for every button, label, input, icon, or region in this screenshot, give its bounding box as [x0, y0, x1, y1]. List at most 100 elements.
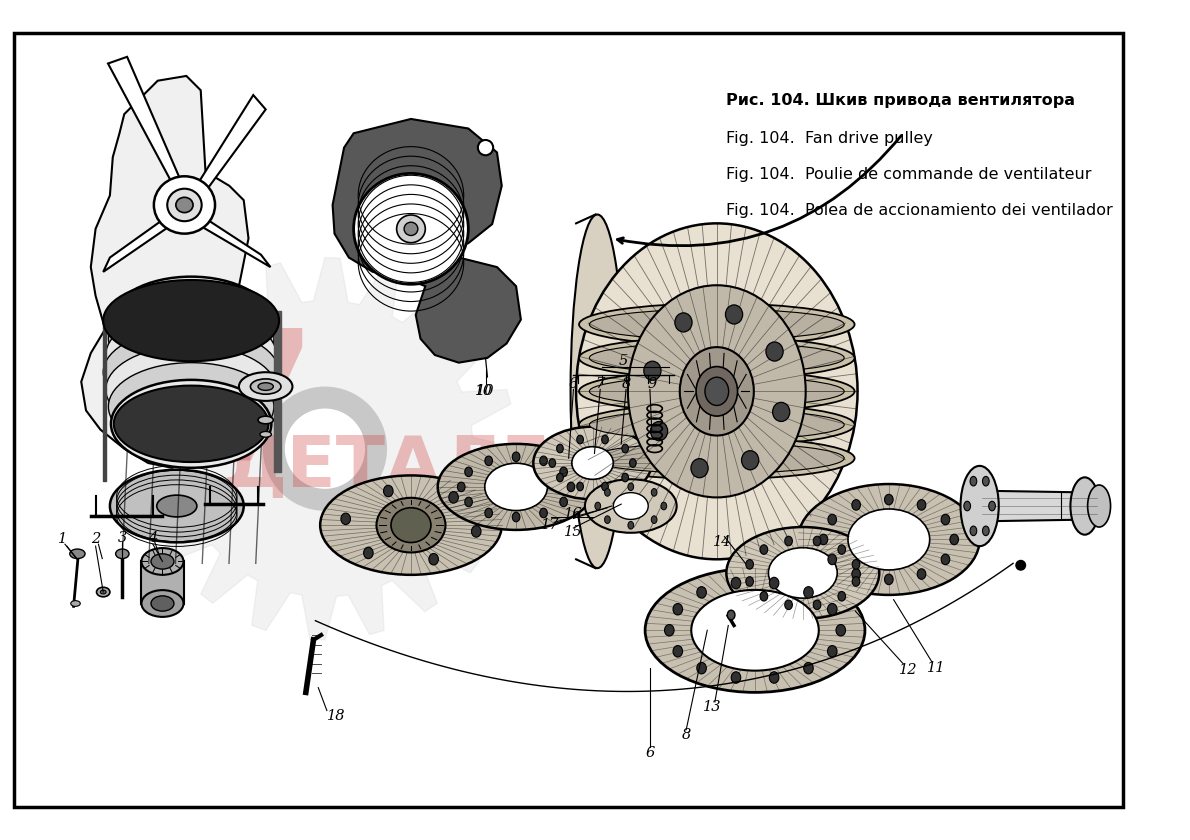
Ellipse shape [766, 342, 783, 361]
Ellipse shape [111, 276, 271, 365]
Text: Fig. 104.  Polea de accionamiento dei ventilador: Fig. 104. Polea de accionamiento dei ven… [726, 203, 1113, 218]
Ellipse shape [746, 577, 753, 586]
Ellipse shape [828, 514, 837, 525]
Ellipse shape [512, 452, 520, 461]
Ellipse shape [577, 435, 583, 444]
Ellipse shape [595, 502, 601, 510]
Text: 9: 9 [647, 376, 657, 391]
Ellipse shape [428, 554, 438, 565]
Ellipse shape [784, 600, 793, 610]
Polygon shape [133, 258, 516, 640]
Ellipse shape [104, 280, 280, 361]
Ellipse shape [726, 305, 743, 324]
Ellipse shape [644, 361, 660, 381]
Circle shape [284, 408, 365, 489]
Ellipse shape [1088, 485, 1110, 527]
Ellipse shape [70, 549, 84, 559]
Ellipse shape [353, 173, 469, 284]
Ellipse shape [570, 214, 624, 568]
Ellipse shape [376, 498, 445, 553]
Ellipse shape [589, 376, 844, 407]
Ellipse shape [151, 554, 174, 569]
Ellipse shape [109, 470, 244, 543]
Ellipse shape [696, 366, 738, 416]
Ellipse shape [760, 545, 768, 554]
Ellipse shape [803, 586, 813, 598]
Ellipse shape [549, 459, 556, 467]
Polygon shape [189, 210, 270, 267]
Ellipse shape [70, 601, 80, 606]
Ellipse shape [580, 437, 854, 480]
Ellipse shape [572, 447, 613, 480]
Ellipse shape [960, 466, 998, 546]
Ellipse shape [964, 501, 971, 511]
Ellipse shape [465, 497, 472, 507]
Ellipse shape [557, 444, 563, 453]
Ellipse shape [589, 443, 844, 474]
Ellipse shape [576, 223, 858, 559]
Ellipse shape [471, 526, 481, 537]
Text: 11: 11 [927, 661, 946, 675]
Ellipse shape [405, 223, 418, 235]
Text: 3: 3 [118, 531, 127, 544]
Polygon shape [81, 76, 268, 468]
Ellipse shape [108, 294, 274, 381]
Ellipse shape [731, 577, 740, 589]
Ellipse shape [983, 526, 989, 536]
Ellipse shape [848, 509, 929, 570]
Ellipse shape [589, 343, 844, 373]
Ellipse shape [679, 347, 753, 435]
Ellipse shape [884, 494, 894, 505]
Ellipse shape [589, 309, 844, 339]
Ellipse shape [106, 311, 276, 399]
Text: 8: 8 [621, 376, 631, 391]
Polygon shape [332, 119, 521, 363]
Ellipse shape [154, 176, 215, 234]
Ellipse shape [674, 646, 683, 657]
Ellipse shape [580, 337, 854, 379]
Ellipse shape [168, 189, 201, 221]
Ellipse shape [438, 444, 595, 530]
Ellipse shape [628, 483, 633, 491]
Ellipse shape [837, 624, 846, 636]
Ellipse shape [983, 476, 989, 486]
Text: 14: 14 [713, 535, 732, 549]
Polygon shape [230, 296, 263, 367]
Text: Fig. 104.  Poulie de commande de ventilateur: Fig. 104. Poulie de commande de ventilat… [726, 166, 1092, 181]
Ellipse shape [589, 409, 844, 440]
Ellipse shape [114, 386, 269, 462]
Ellipse shape [364, 547, 374, 559]
Ellipse shape [250, 379, 281, 394]
Ellipse shape [580, 303, 854, 345]
Ellipse shape [559, 467, 568, 476]
Ellipse shape [557, 473, 563, 482]
Ellipse shape [970, 526, 977, 536]
Ellipse shape [660, 502, 666, 510]
Ellipse shape [697, 663, 707, 674]
Ellipse shape [106, 345, 276, 433]
Ellipse shape [585, 480, 677, 533]
Ellipse shape [675, 312, 693, 332]
Ellipse shape [157, 495, 196, 517]
Ellipse shape [884, 574, 894, 585]
Ellipse shape [772, 402, 790, 422]
Ellipse shape [100, 591, 106, 594]
Ellipse shape [258, 416, 274, 424]
Ellipse shape [813, 536, 821, 546]
Ellipse shape [970, 476, 977, 486]
Text: 7: 7 [595, 376, 605, 391]
Polygon shape [142, 561, 183, 603]
Polygon shape [983, 491, 1100, 522]
Ellipse shape [108, 363, 274, 450]
Text: 6: 6 [569, 376, 578, 391]
Ellipse shape [727, 610, 735, 620]
Ellipse shape [96, 587, 109, 596]
Ellipse shape [1071, 477, 1100, 535]
Text: 13: 13 [703, 700, 721, 714]
Text: 8: 8 [682, 728, 691, 743]
Ellipse shape [827, 646, 837, 657]
Text: Рис. 104. Шкив привода вентилятора: Рис. 104. Шкив привода вентилятора [726, 93, 1076, 108]
Ellipse shape [151, 596, 174, 612]
Ellipse shape [838, 545, 846, 554]
Ellipse shape [645, 568, 865, 692]
